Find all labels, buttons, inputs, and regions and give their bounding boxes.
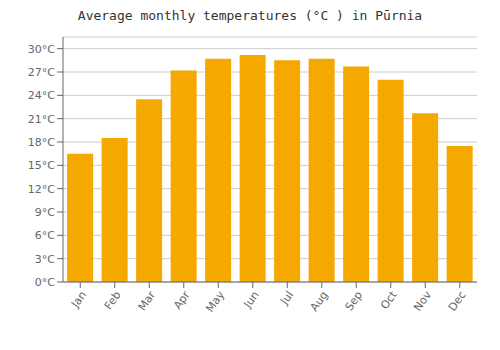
svg-text:May: May — [203, 288, 227, 314]
svg-text:Nov: Nov — [411, 288, 434, 313]
svg-text:Oct: Oct — [378, 288, 400, 312]
svg-text:6°C: 6°C — [35, 229, 55, 242]
svg-text:Dec: Dec — [446, 289, 469, 314]
svg-text:24°C: 24°C — [28, 89, 55, 102]
svg-text:15°C: 15°C — [28, 159, 55, 172]
svg-text:30°C: 30°C — [28, 43, 55, 56]
svg-text:0°C: 0°C — [35, 276, 55, 289]
svg-text:Jan: Jan — [68, 289, 89, 311]
html-text:Average monthly temperatures (: Average monthly temperatures (°C ) in Pū… — [77, 8, 423, 23]
svg-text:18°C: 18°C — [28, 136, 55, 149]
svg-text:Jul: Jul — [277, 289, 296, 308]
svg-text:Jun: Jun — [241, 289, 262, 311]
svg-text:12°C: 12°C — [28, 183, 55, 196]
svg-text:Mar: Mar — [136, 288, 159, 313]
svg-text:Apr: Apr — [171, 288, 193, 311]
svg-text:3°C: 3°C — [35, 253, 55, 266]
svg-text:21°C: 21°C — [28, 113, 55, 126]
svg-text:27°C: 27°C — [28, 66, 55, 79]
svg-text:Feb: Feb — [102, 289, 124, 312]
svg-text:Aug: Aug — [308, 289, 331, 314]
svg-text:9°C: 9°C — [35, 206, 55, 219]
svg-text:Sep: Sep — [343, 289, 366, 313]
